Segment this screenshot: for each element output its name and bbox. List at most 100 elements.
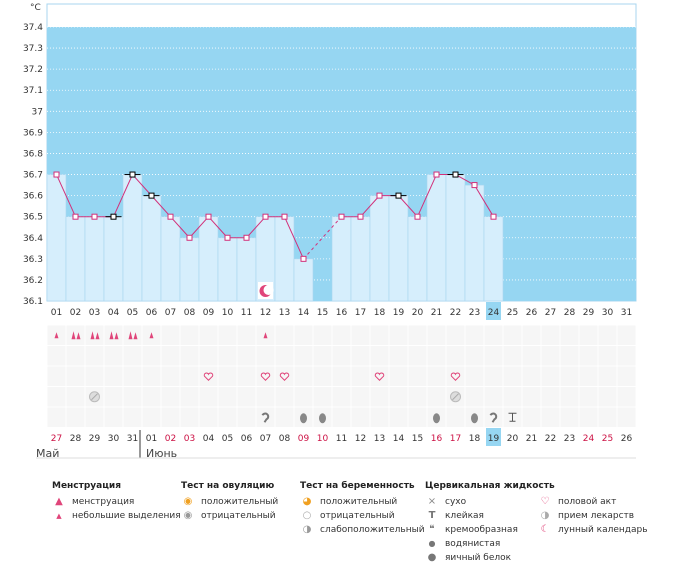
row-cell [313,346,332,366]
legend-pregnancy-title: Тест на беременность [300,481,415,491]
row-cell [522,366,541,386]
pill-icon-line [452,393,459,401]
temperature-point [471,182,478,189]
cycle-day-label: 02 [165,434,176,444]
temperature-point [490,213,497,220]
row-cell [275,325,294,345]
cycle-day-label: 11 [336,434,347,444]
temperature-bar [407,216,428,302]
temperature-bar [331,216,352,302]
y-tick-label: 37.2 [23,65,43,75]
legend-menstruation-title: Менструация [52,481,121,491]
legend-cervical-title: Цервикальная жидкость [425,481,555,491]
menstruation-icon [71,331,76,340]
x-tick-label: 03 [89,308,100,318]
egg-white-icon [319,413,326,424]
temperature-line [360,195,380,218]
row-cell [199,325,218,345]
row-cell [104,325,123,345]
temperature-line [246,216,266,239]
heart-icon [374,372,385,381]
row-cell [560,346,579,366]
row-cell [256,387,275,407]
row-cell [598,346,617,366]
row-cell [180,346,199,366]
row-cell [560,325,579,345]
row-cell [275,407,294,427]
row-cell [446,325,465,345]
temperature-bar [198,216,219,302]
row-cell [332,346,351,366]
temperature-bar [350,216,371,302]
row-cell [541,346,560,366]
row-cell [427,366,446,386]
temperature-point [224,234,231,241]
today-highlight [486,302,501,320]
row-cell [408,387,427,407]
legend-other: ♡ половой акт ◑ прием лекарств ☾ лунный кал… [538,495,648,537]
egg-white-icon [433,413,440,424]
row-cell [161,346,180,366]
row-cell [180,325,199,345]
ovulation-positive-icon: ◉ [183,496,193,507]
row-cell [503,366,522,386]
dry-icon: × [427,496,437,507]
temperature-point [452,171,459,178]
cycle-today-highlight [486,428,501,446]
temperature-point [433,171,440,178]
egg-white-icon [300,413,307,424]
temperature-line [208,216,228,239]
row-cell [370,346,389,366]
row-cell [351,387,370,407]
row-cell [256,366,275,386]
cycle-day-label: 04 [203,434,215,444]
temperature-line [56,174,76,217]
row-cell [313,387,332,407]
row-cell [47,387,66,407]
row-cell [161,407,180,427]
temperature-bar [293,258,314,302]
row-cell [199,366,218,386]
x-tick-label: 27 [545,308,556,318]
pill-icon-line [91,393,98,401]
row-cell [218,407,237,427]
y-tick-label: 36.5 [23,213,43,223]
row-cell [142,346,161,366]
x-tick-label: 10 [222,308,234,318]
legend-ovulation-title: Тест на овуляцию [181,481,275,491]
temperature-bar [369,195,390,302]
legend-item-intercourse: половой акт [558,497,617,507]
legend-item-ovulation-positive: положительный [201,497,279,507]
row-cell [408,407,427,427]
legend-item-pregnancy-weak: слабоположительный [320,525,425,535]
cycle-day-label: 09 [298,434,310,444]
temperature-point [53,171,60,178]
legend-item-egg-white: яичный белок [445,553,512,563]
y-tick-label: 36.3 [23,255,43,265]
x-tick-label: 02 [70,308,81,318]
moon-icon: ☾ [540,524,550,535]
legend-item-lunar: лунный календарь [558,525,648,535]
row-cell [180,407,199,427]
row-cell [370,366,389,386]
y-tick-label: 36.2 [23,276,43,286]
row-cell [484,407,503,427]
row-cell [351,325,370,345]
cycle-day-label: 31 [127,434,138,444]
row-cell [199,387,218,407]
row-cell [237,346,256,366]
temperature-line [398,195,418,218]
x-tick-label: 07 [165,308,176,318]
temperature-bar [464,184,485,302]
row-cell [332,325,351,345]
row-cell [237,325,256,345]
egg-white-icon: ● [427,552,437,563]
temperature-bar [236,237,257,302]
x-tick-label: 18 [374,308,386,318]
x-tick-label: 26 [526,308,538,318]
spotting-icon: ▲ [56,512,62,520]
row-cell [598,325,617,345]
temperature-point [262,213,269,220]
row-cell [427,387,446,407]
temperature-bar [274,216,295,302]
